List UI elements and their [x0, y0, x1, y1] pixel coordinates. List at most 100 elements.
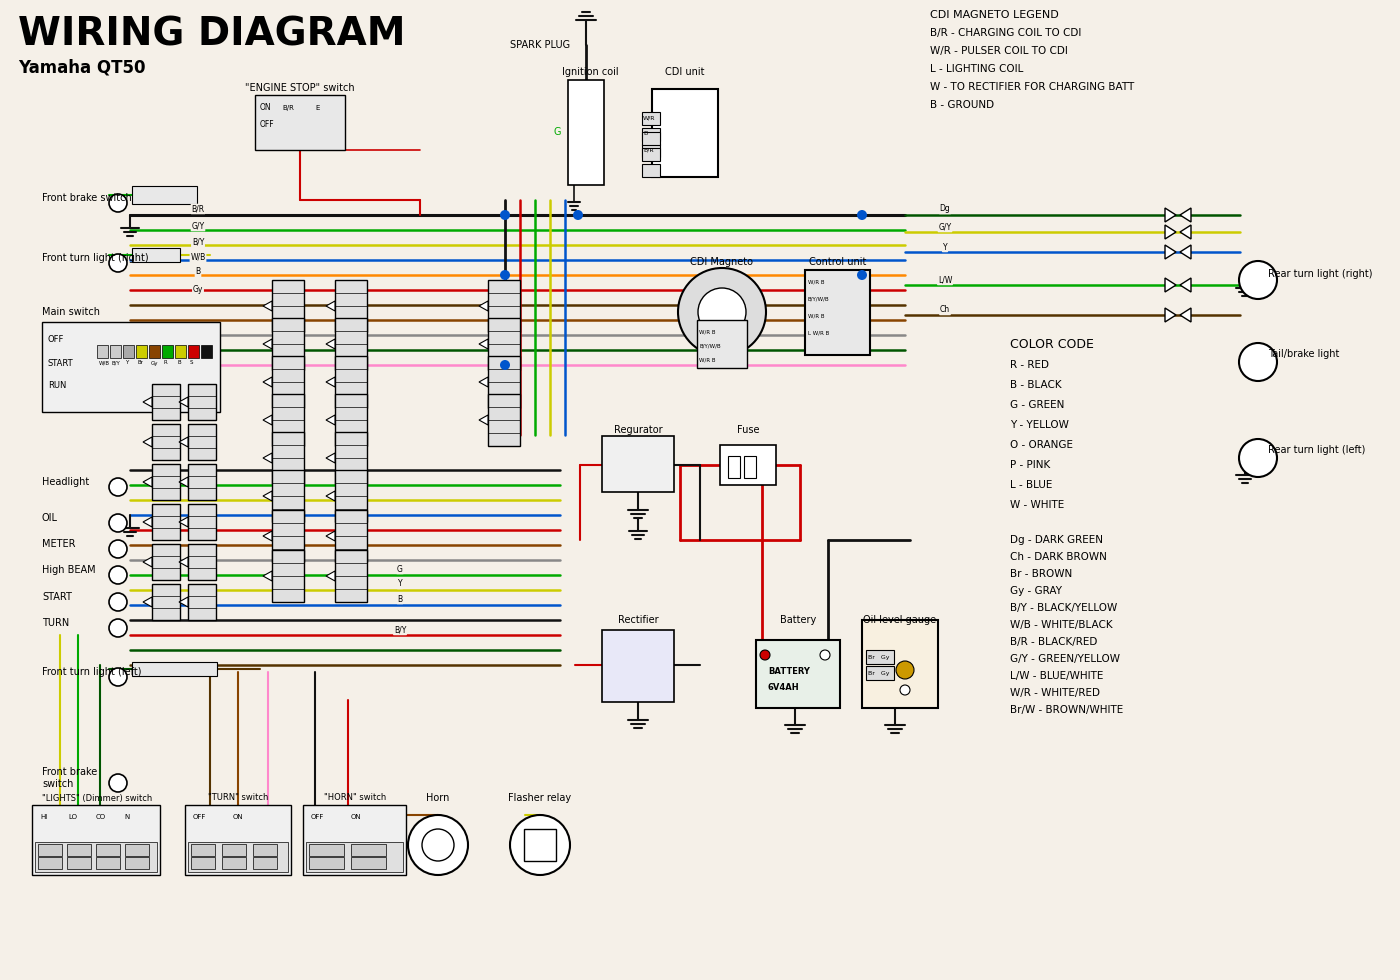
- Text: B: B: [196, 268, 200, 276]
- Bar: [643, 148, 659, 161]
- Bar: [272, 356, 304, 408]
- Text: L W/R B: L W/R B: [808, 330, 829, 335]
- Text: B/Y - BLACK/YELLOW: B/Y - BLACK/YELLOW: [1009, 603, 1117, 613]
- Circle shape: [109, 566, 127, 584]
- Text: "HORN" switch: "HORN" switch: [323, 794, 386, 803]
- Text: CDI MAGNETO LEGEND: CDI MAGNETO LEGEND: [930, 10, 1058, 20]
- Text: L - BLUE: L - BLUE: [1009, 480, 1053, 490]
- Text: ON: ON: [260, 104, 272, 113]
- Circle shape: [109, 774, 127, 792]
- Bar: [188, 544, 216, 580]
- Bar: [32, 805, 160, 875]
- Text: W/B: W/B: [190, 253, 206, 262]
- Text: High BEAM: High BEAM: [42, 565, 95, 575]
- Bar: [223, 844, 246, 856]
- Text: L - LIGHTING COIL: L - LIGHTING COIL: [930, 64, 1023, 74]
- Polygon shape: [1180, 208, 1191, 222]
- Text: Br/W - BROWN/WHITE: Br/W - BROWN/WHITE: [1009, 705, 1123, 715]
- Bar: [162, 345, 174, 358]
- Bar: [643, 128, 659, 141]
- Text: Front brake switch: Front brake switch: [42, 193, 132, 203]
- Circle shape: [109, 540, 127, 558]
- Bar: [743, 456, 756, 478]
- Text: Control unit: Control unit: [809, 257, 867, 267]
- Text: G/Y: G/Y: [938, 222, 952, 231]
- Text: B: B: [176, 361, 181, 366]
- Bar: [272, 394, 304, 446]
- Text: Oil level gauge: Oil level gauge: [864, 615, 937, 625]
- Text: G/Y: G/Y: [192, 221, 204, 230]
- Polygon shape: [479, 339, 489, 349]
- Bar: [97, 844, 120, 856]
- Text: R - RED: R - RED: [1009, 360, 1049, 370]
- Polygon shape: [263, 571, 272, 581]
- Text: "ENGINE STOP" switch: "ENGINE STOP" switch: [245, 83, 354, 93]
- Bar: [272, 550, 304, 602]
- Text: W/R B: W/R B: [808, 279, 825, 284]
- Bar: [67, 844, 91, 856]
- Bar: [67, 857, 91, 869]
- Text: OIL: OIL: [42, 513, 57, 523]
- Text: CDI Magneto: CDI Magneto: [690, 257, 753, 267]
- Polygon shape: [263, 339, 272, 349]
- Bar: [489, 394, 519, 446]
- Bar: [652, 89, 718, 177]
- Text: O - ORANGE: O - ORANGE: [1009, 440, 1072, 450]
- Circle shape: [1239, 261, 1277, 299]
- Bar: [188, 842, 288, 872]
- Bar: [223, 857, 246, 869]
- Text: W - TO RECTIFIER FOR CHARGING BATT: W - TO RECTIFIER FOR CHARGING BATT: [930, 82, 1134, 92]
- Polygon shape: [479, 415, 489, 425]
- Text: B - GROUND: B - GROUND: [930, 100, 994, 110]
- Circle shape: [109, 514, 127, 532]
- Bar: [307, 842, 403, 872]
- Text: B/R: B/R: [192, 205, 204, 214]
- Text: Front brake
switch: Front brake switch: [42, 767, 97, 789]
- Circle shape: [109, 668, 127, 686]
- Text: B/Y: B/Y: [192, 237, 204, 247]
- Bar: [351, 857, 386, 869]
- Text: ON: ON: [351, 814, 361, 820]
- Text: E: E: [315, 105, 319, 111]
- Text: B/R - BLACK/RED: B/R - BLACK/RED: [1009, 637, 1098, 647]
- Bar: [272, 318, 304, 370]
- Bar: [153, 384, 181, 420]
- Bar: [153, 544, 181, 580]
- Circle shape: [857, 270, 867, 280]
- Text: "TURN" switch: "TURN" switch: [207, 794, 269, 803]
- Circle shape: [1239, 439, 1277, 477]
- Bar: [524, 829, 556, 861]
- Polygon shape: [1165, 225, 1176, 239]
- Text: OFF: OFF: [260, 121, 274, 129]
- Bar: [136, 345, 147, 358]
- Polygon shape: [1165, 208, 1176, 222]
- Bar: [335, 356, 367, 408]
- Text: W - WHITE: W - WHITE: [1009, 500, 1064, 510]
- Bar: [125, 844, 148, 856]
- Polygon shape: [1180, 245, 1191, 259]
- Circle shape: [1239, 343, 1277, 381]
- Bar: [132, 248, 181, 262]
- Bar: [309, 844, 344, 856]
- Text: BATTERY: BATTERY: [769, 667, 809, 676]
- Circle shape: [500, 360, 510, 370]
- Text: Horn: Horn: [427, 793, 449, 803]
- Bar: [188, 384, 216, 420]
- Text: Br   Gy: Br Gy: [868, 670, 889, 675]
- Circle shape: [678, 268, 766, 356]
- Bar: [335, 432, 367, 484]
- Polygon shape: [479, 301, 489, 311]
- Polygon shape: [612, 677, 624, 693]
- Polygon shape: [612, 652, 624, 668]
- Text: L/W - BLUE/WHITE: L/W - BLUE/WHITE: [1009, 671, 1103, 681]
- Polygon shape: [1180, 225, 1191, 239]
- Bar: [489, 318, 519, 370]
- Text: OFF: OFF: [311, 814, 325, 820]
- Text: Yamaha QT50: Yamaha QT50: [18, 59, 146, 77]
- Text: Br   Gy: Br Gy: [868, 655, 889, 660]
- Bar: [190, 844, 216, 856]
- Polygon shape: [479, 377, 489, 387]
- Text: Regurator: Regurator: [613, 425, 662, 435]
- Bar: [720, 445, 776, 485]
- Polygon shape: [143, 437, 153, 447]
